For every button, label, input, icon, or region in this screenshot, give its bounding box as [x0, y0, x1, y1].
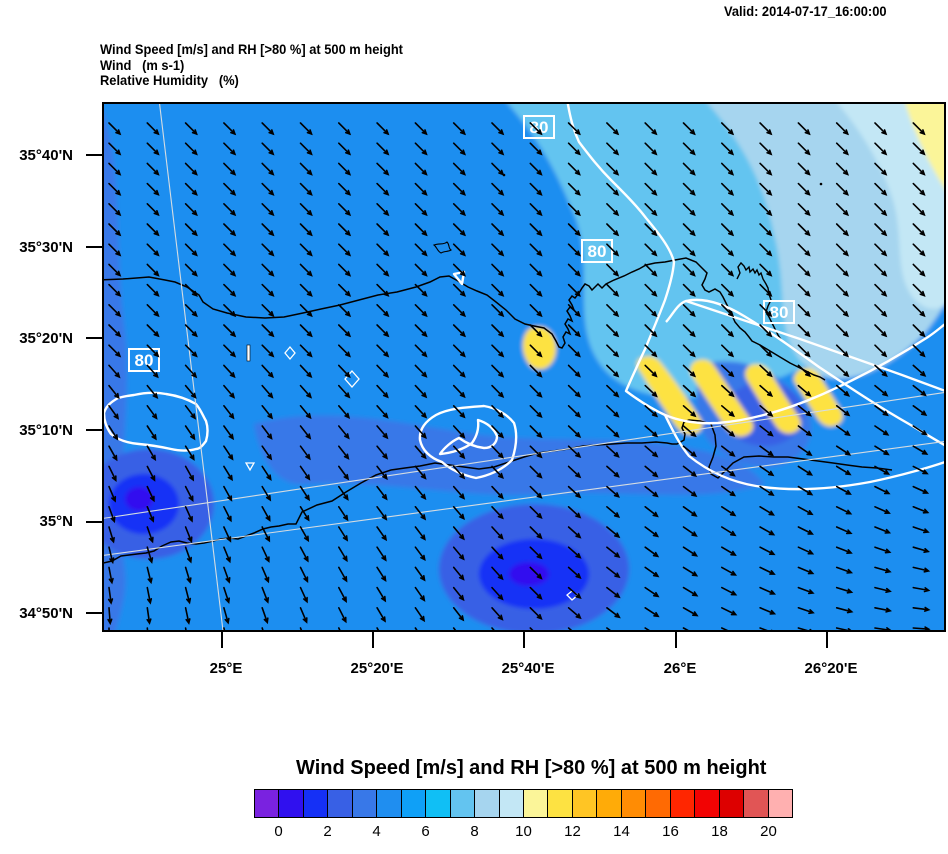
svg-text:80: 80	[135, 351, 154, 370]
svg-text:80: 80	[530, 118, 549, 137]
svg-text:80: 80	[588, 242, 607, 261]
svg-text:80: 80	[770, 303, 789, 322]
